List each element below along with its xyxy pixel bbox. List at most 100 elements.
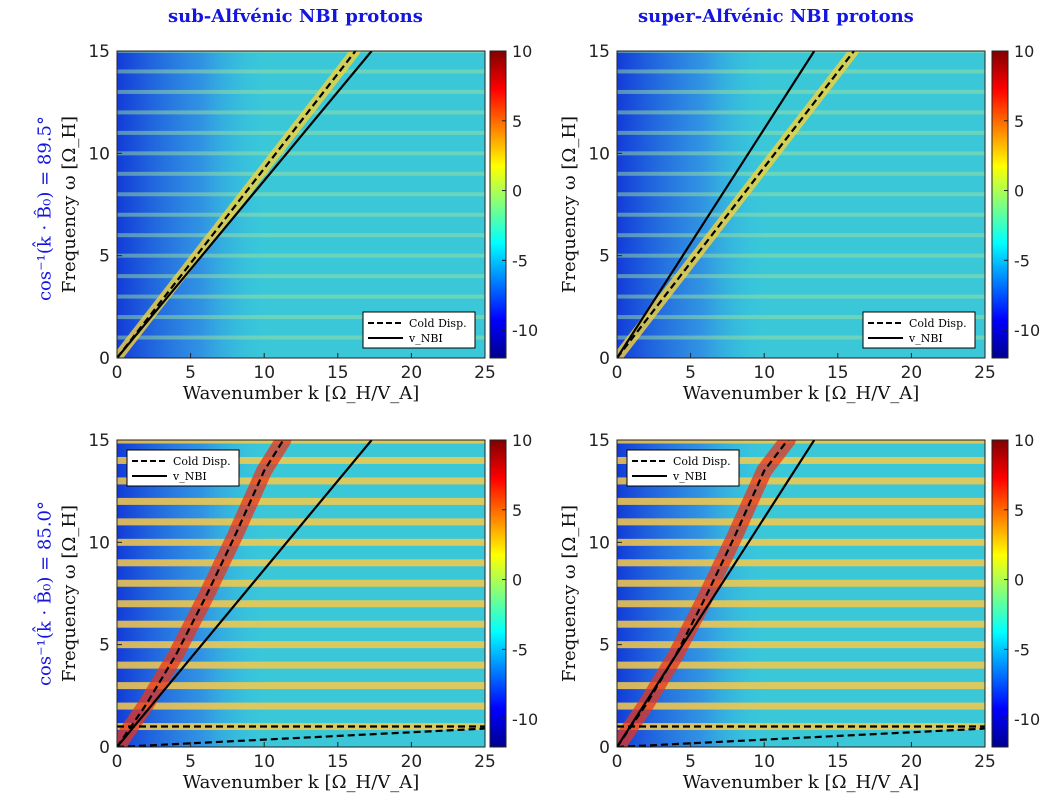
legend-entry: v_NBI [172, 470, 207, 483]
cold-dispersion-line [617, 440, 789, 747]
x-axis-label: Wavenumber k [Ω_H/V_A] [183, 772, 420, 793]
colorbar-tick-label: 0 [512, 571, 522, 590]
harmonic-band [117, 538, 485, 546]
heatmap-cold-region [617, 51, 772, 358]
harmonic-band [117, 579, 485, 587]
colorbar-tick-label: 10 [1014, 431, 1034, 450]
colorbar-tick-label: -5 [1014, 640, 1030, 659]
colorbar [489, 439, 507, 748]
harmonic-band [617, 294, 985, 299]
y-tick-label: 0 [99, 738, 110, 758]
harmonic-band [617, 723, 985, 731]
cold-dispersion-line [617, 727, 985, 747]
harmonic-band [117, 641, 485, 649]
colorbar-tick-label: -10 [1014, 710, 1040, 729]
y-tick-label: 5 [599, 636, 610, 656]
y-tick-label: 5 [99, 636, 110, 656]
legend-box [862, 311, 976, 349]
harmonic-band [117, 233, 485, 238]
harmonic-band [617, 130, 985, 135]
y-tick-label: 15 [88, 42, 110, 62]
cold-dispersion-line [117, 727, 485, 747]
colorbar-tick-label: -10 [512, 710, 538, 729]
cold-dispersion-line [117, 51, 357, 358]
harmonic-band [117, 456, 485, 464]
legend-entry: v_NBI [908, 332, 943, 345]
y-tick-label: 15 [588, 431, 610, 451]
harmonic-band [617, 89, 985, 94]
harmonic-band [117, 253, 485, 258]
x-tick-label: 0 [612, 363, 623, 383]
legend: Cold Disp. v_NBI [626, 449, 740, 487]
harmonic-band [117, 192, 485, 197]
colorbar-tick-label: -10 [512, 321, 538, 340]
vnbi-line [117, 440, 373, 747]
y-tick-label: 10 [88, 533, 110, 553]
harmonic-band [117, 682, 485, 690]
colorbar [991, 50, 1009, 359]
x-tick-label: 25 [474, 363, 496, 383]
harmonic-band [117, 497, 485, 505]
y-tick-label: 15 [88, 431, 110, 451]
harmonic-band [117, 620, 485, 628]
harmonic-band [617, 620, 985, 628]
colorbar-tick-label: -5 [512, 640, 528, 659]
x-tick-label: 5 [185, 363, 196, 383]
legend-box [626, 449, 740, 487]
colorbar-tick-label: 5 [1014, 501, 1024, 520]
x-tick-label: 0 [112, 752, 123, 772]
harmonic-band [617, 477, 985, 485]
harmonic-band [617, 171, 985, 176]
legend: Cold Disp. v_NBI [126, 449, 240, 487]
harmonic-band [117, 477, 485, 485]
colorbar-tick-label: 5 [512, 112, 522, 131]
colorbar-tick-label: -5 [1014, 251, 1030, 270]
y-tick-label: 0 [99, 349, 110, 369]
colorbar-tick-label: 5 [512, 501, 522, 520]
axes-frame [116, 439, 486, 748]
harmonic-band [617, 440, 985, 444]
legend-entry: v_NBI [672, 470, 707, 483]
harmonic-band [117, 130, 485, 135]
legend-box [126, 449, 240, 487]
y-axis-label: Frequency ω [Ω_H] [59, 116, 80, 293]
harmonic-band [617, 51, 985, 53]
harmonic-band [617, 151, 985, 156]
x-tick-label: 5 [685, 363, 696, 383]
harmonic-band [117, 274, 485, 279]
x-tick-label: 15 [827, 363, 849, 383]
harmonic-band [117, 212, 485, 217]
harmonic-band [117, 559, 485, 567]
harmonic-band [617, 315, 985, 320]
y-tick-label: 0 [599, 738, 610, 758]
colorbar-tick-label: 10 [1014, 42, 1034, 61]
colorbar [991, 439, 1009, 748]
x-tick-label: 10 [253, 752, 275, 772]
harmonic-band [117, 151, 485, 156]
heatmap-4 [617, 440, 985, 747]
harmonic-band [117, 723, 485, 731]
x-tick-label: 0 [112, 363, 123, 383]
harmonic-band [117, 69, 485, 74]
colorbar-tick-label: 10 [512, 42, 532, 61]
vnbi-line [617, 440, 816, 747]
colorbar-tick-label: 0 [1014, 571, 1024, 590]
y-axis-label: Frequency ω [Ω_H] [59, 505, 80, 682]
x-axis-label: Wavenumber k [Ω_H/V_A] [683, 383, 920, 404]
colorbar-tick-label: 0 [1014, 182, 1024, 201]
harmonic-band [617, 192, 985, 197]
harmonic-band [617, 335, 985, 340]
x-tick-label: 25 [974, 363, 996, 383]
x-tick-label: 5 [685, 752, 696, 772]
axes-frame [116, 50, 486, 359]
x-tick-label: 15 [827, 752, 849, 772]
colorbar-tick-label: -10 [1014, 321, 1040, 340]
harmonic-band [117, 702, 485, 710]
harmonic-band [617, 518, 985, 526]
y-tick-label: 10 [88, 144, 110, 164]
harmonic-band [117, 315, 485, 320]
y-tick-label: 5 [99, 247, 110, 267]
